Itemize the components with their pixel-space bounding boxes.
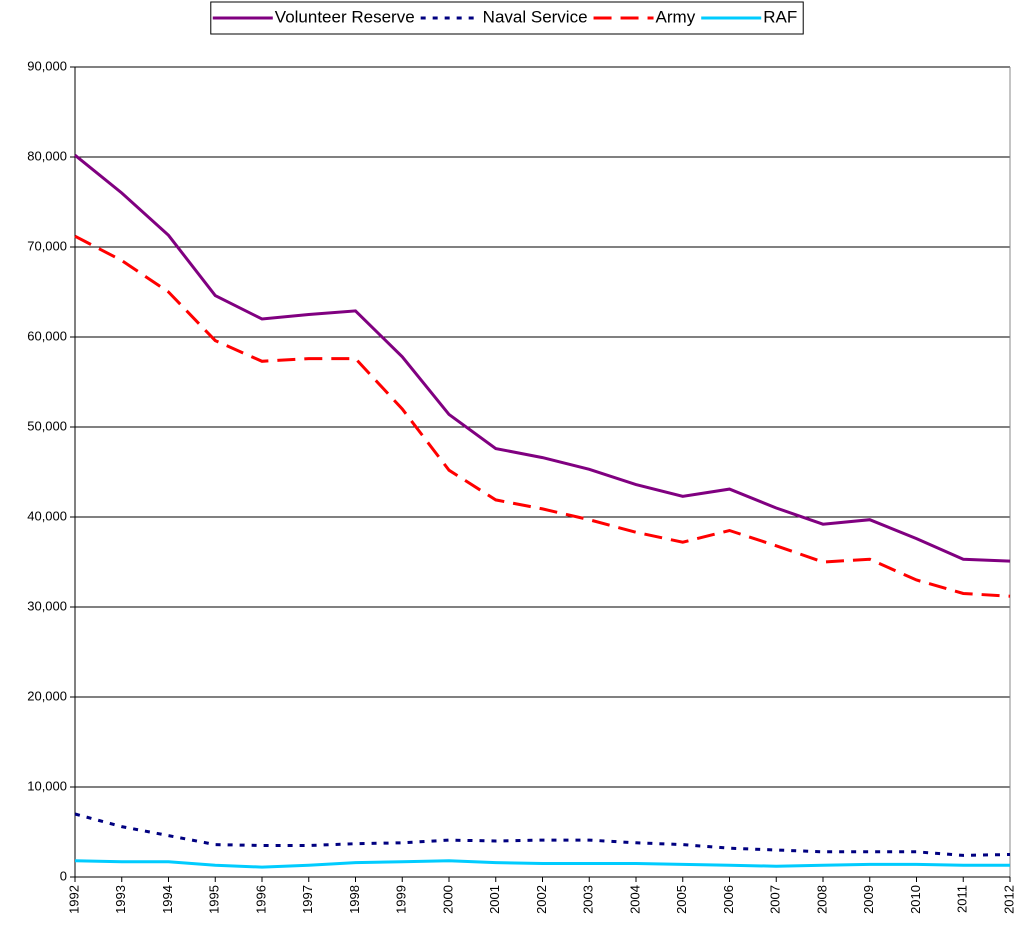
x-tick-label: 1992 xyxy=(66,885,81,914)
x-tick-label: 2002 xyxy=(534,885,549,914)
y-tick-label: 80,000 xyxy=(27,148,67,163)
y-tick-label: 10,000 xyxy=(27,778,67,793)
x-tick-label: 1999 xyxy=(394,885,409,914)
y-tick-label: 40,000 xyxy=(27,508,67,523)
y-tick-label: 30,000 xyxy=(27,598,67,613)
x-tick-label: 2001 xyxy=(487,885,502,914)
legend-label: Naval Service xyxy=(483,7,588,26)
x-tick-label: 1997 xyxy=(300,885,315,914)
legend-label: Army xyxy=(656,7,696,26)
legend: Volunteer Reserve Naval Service Army RAF xyxy=(210,1,804,35)
legend-label: Volunteer Reserve xyxy=(275,7,415,26)
y-tick-label: 70,000 xyxy=(27,238,67,253)
x-tick-label: 2000 xyxy=(440,885,455,914)
x-tick-label: 2011 xyxy=(955,885,970,913)
x-tick-label: 2009 xyxy=(861,885,876,914)
line-series xyxy=(74,154,1011,563)
x-tick-label: 2012 xyxy=(1001,885,1016,914)
y-tick-label: 90,000 xyxy=(27,58,67,73)
x-tick-label: 2005 xyxy=(674,885,689,914)
x-tick-label: 2008 xyxy=(814,885,829,914)
line-series xyxy=(74,234,1011,598)
x-tick-label: 1998 xyxy=(347,885,362,914)
legend-label: RAF xyxy=(763,7,797,26)
y-tick-label: 0 xyxy=(60,868,67,883)
x-tick-label: 1993 xyxy=(113,885,128,914)
x-tick-label: 1996 xyxy=(253,885,268,914)
x-tick-label: 2003 xyxy=(581,885,596,914)
line-series xyxy=(74,859,1010,869)
line-series xyxy=(74,812,1011,857)
x-tick-label: 2004 xyxy=(627,885,642,914)
x-tick-label: 1994 xyxy=(160,885,175,914)
y-tick-label: 60,000 xyxy=(27,328,67,343)
x-tick-label: 1995 xyxy=(207,885,222,914)
x-tick-label: 2006 xyxy=(721,885,736,914)
x-tick-label: 2010 xyxy=(908,885,923,914)
y-tick-label: 20,000 xyxy=(27,688,67,703)
x-tick-label: 2007 xyxy=(768,885,783,914)
y-tick-label: 50,000 xyxy=(27,418,67,433)
